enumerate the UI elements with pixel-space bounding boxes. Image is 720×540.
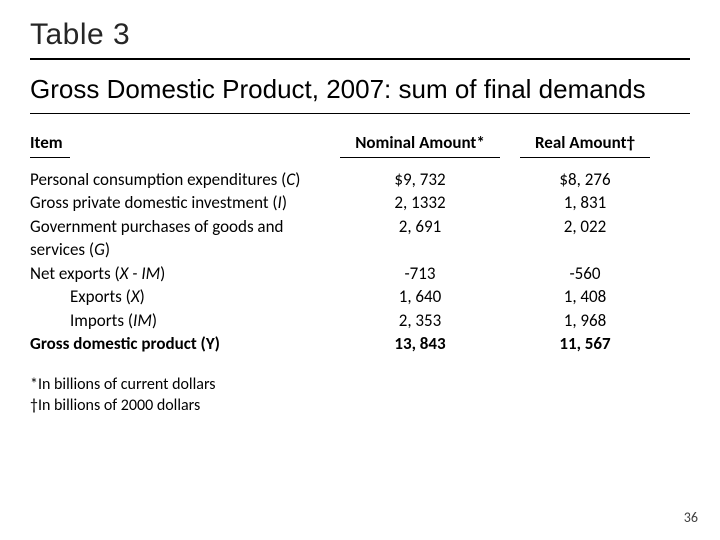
cell-nominal: 2, 353 bbox=[330, 309, 510, 332]
slide: Table 3 Gross Domestic Product, 2007: su… bbox=[0, 0, 720, 540]
cell-blank bbox=[330, 238, 510, 261]
divider-top bbox=[30, 58, 690, 60]
cell-real: $8, 276 bbox=[510, 168, 660, 191]
col-header-item: Item bbox=[30, 132, 330, 153]
col-header-real: Real Amount† bbox=[510, 132, 660, 153]
slide-title: Gross Domestic Product, 2007: sum of fin… bbox=[30, 74, 690, 111]
gdp-table: Item Nominal Amount* Real Amount† Person… bbox=[30, 132, 690, 356]
item-column: Personal consumption expenditures (C) Gr… bbox=[30, 168, 330, 356]
cell-real: 1, 408 bbox=[510, 285, 660, 308]
cell-nominal: 13, 843 bbox=[330, 332, 510, 355]
header-underlines bbox=[30, 157, 690, 158]
table-label: Table 3 bbox=[30, 18, 690, 54]
cell-blank bbox=[510, 238, 660, 261]
nominal-column: $9, 732 2, 1332 2, 691 -713 1, 640 2, 35… bbox=[330, 168, 510, 356]
row-imports: Imports (IM) bbox=[30, 309, 330, 332]
table-body: Personal consumption expenditures (C) Gr… bbox=[30, 168, 690, 356]
col-header-nominal: Nominal Amount* bbox=[330, 132, 510, 153]
footnote-current-dollars: *In billions of current dollars bbox=[30, 374, 690, 396]
row-gdp: Gross domestic product (Y) bbox=[30, 332, 330, 355]
row-exports: Exports (X) bbox=[30, 285, 330, 308]
row-netexports: Net exports (X - IM) bbox=[30, 262, 330, 285]
cell-nominal: 2, 691 bbox=[330, 215, 510, 238]
row-investment: Gross private domestic investment (I) bbox=[30, 191, 330, 214]
cell-real: 1, 968 bbox=[510, 309, 660, 332]
row-consumption: Personal consumption expenditures (C) bbox=[30, 168, 330, 191]
row-government-b: services (G) bbox=[30, 238, 330, 261]
cell-nominal: 1, 640 bbox=[330, 285, 510, 308]
divider-under-title bbox=[30, 113, 690, 114]
footnote-2000-dollars: †In billions of 2000 dollars bbox=[30, 395, 690, 417]
real-column: $8, 276 1, 831 2, 022 -560 1, 408 1, 968… bbox=[510, 168, 660, 356]
footnotes: *In billions of current dollars †In bill… bbox=[30, 374, 690, 417]
cell-real: 11, 567 bbox=[510, 332, 660, 355]
cell-nominal: $9, 732 bbox=[330, 168, 510, 191]
cell-real: 2, 022 bbox=[510, 215, 660, 238]
cell-real: 1, 831 bbox=[510, 191, 660, 214]
cell-nominal: 2, 1332 bbox=[330, 191, 510, 214]
cell-nominal: -713 bbox=[330, 262, 510, 285]
cell-real: -560 bbox=[510, 262, 660, 285]
row-government-a: Government purchases of goods and bbox=[30, 215, 330, 238]
page-number: 36 bbox=[684, 509, 698, 526]
table-header-row: Item Nominal Amount* Real Amount† bbox=[30, 132, 690, 159]
